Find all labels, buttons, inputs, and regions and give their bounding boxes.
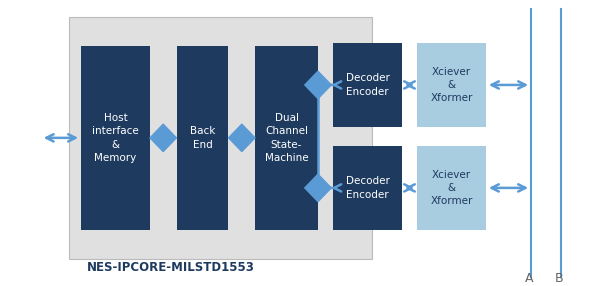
Text: B: B xyxy=(555,272,563,285)
Polygon shape xyxy=(305,71,331,99)
Bar xyxy=(177,46,228,230)
Text: Xciever
&
Xformer: Xciever & Xformer xyxy=(430,67,473,103)
Text: NES-IPCORE-MILSTD1553: NES-IPCORE-MILSTD1553 xyxy=(87,261,255,274)
Text: Host
interface
&
Memory: Host interface & Memory xyxy=(92,113,139,163)
Text: Back
End: Back End xyxy=(190,126,215,150)
Bar xyxy=(333,146,402,230)
Bar xyxy=(81,46,150,230)
Bar xyxy=(69,17,372,259)
Polygon shape xyxy=(150,124,176,152)
Bar xyxy=(333,43,402,127)
Bar xyxy=(255,46,318,230)
Text: Decoder
Encoder: Decoder Encoder xyxy=(346,176,389,200)
Polygon shape xyxy=(229,124,255,152)
Text: Xciever
&
Xformer: Xciever & Xformer xyxy=(430,170,473,206)
Text: Dual
Channel
State-
Machine: Dual Channel State- Machine xyxy=(265,113,308,163)
Bar xyxy=(417,146,486,230)
Bar xyxy=(417,43,486,127)
Text: Decoder
Encoder: Decoder Encoder xyxy=(346,74,389,97)
Text: A: A xyxy=(525,272,533,285)
Polygon shape xyxy=(305,174,331,202)
